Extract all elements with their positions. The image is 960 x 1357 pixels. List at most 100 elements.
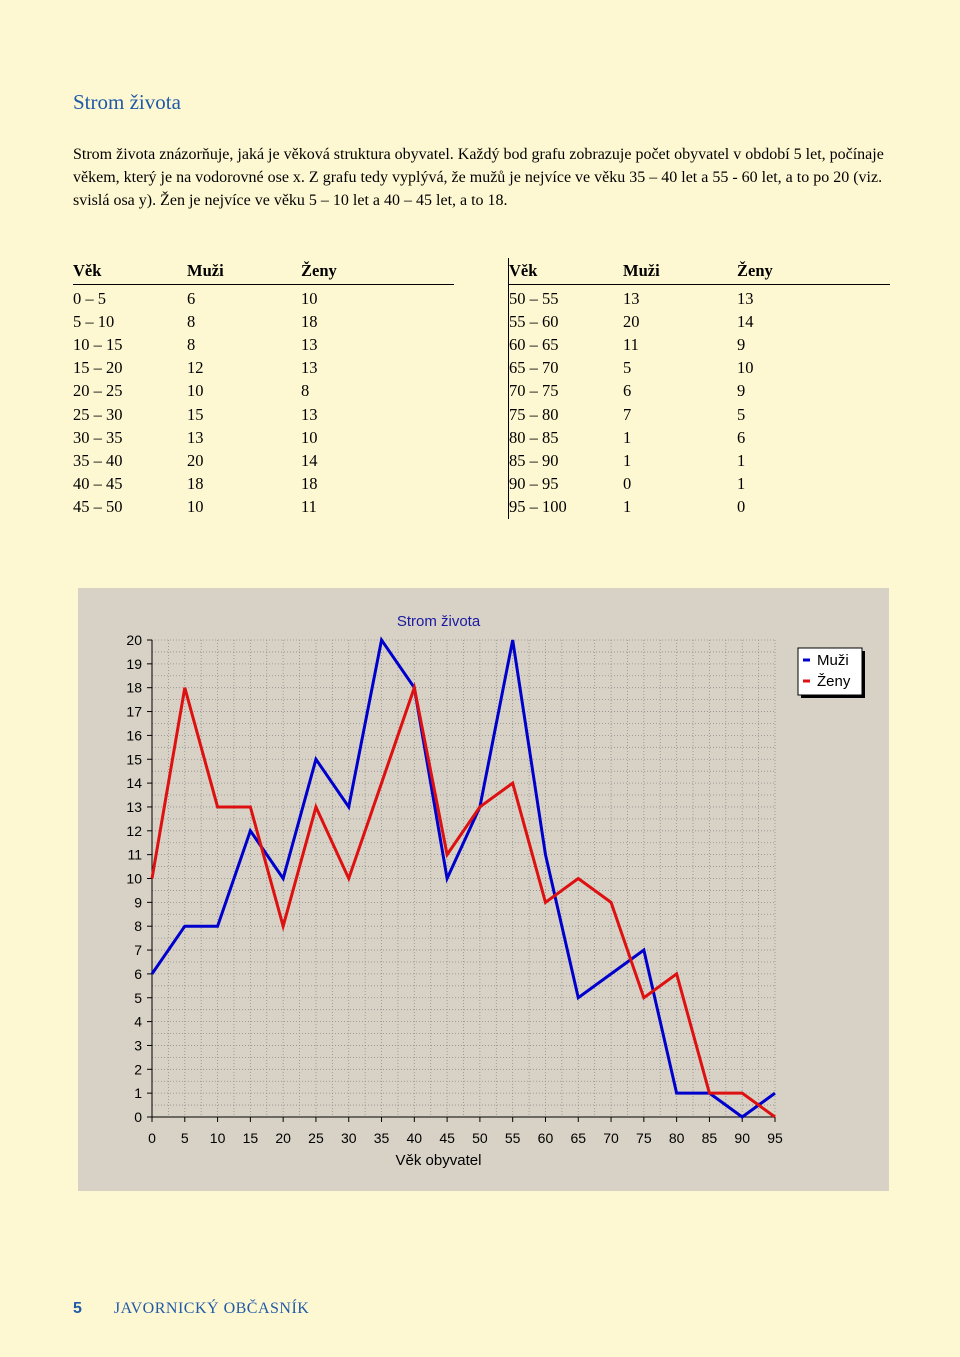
x-tick-label: 20 — [275, 1130, 291, 1146]
y-tick-label: 18 — [126, 680, 142, 696]
x-tick-label: 60 — [538, 1130, 554, 1146]
x-tick-label: 90 — [734, 1130, 750, 1146]
chart-container: 0 1 2 3 4 5 6 7 8 9 10 11 12 13 14 15 16 17 18 19 20 0 5 10 15 20… — [78, 588, 889, 1191]
cell-men: 13 — [623, 288, 640, 308]
cell-women: 13 — [301, 404, 318, 424]
table-row: 45 – 50 10 11 — [73, 496, 454, 519]
table-row: 65 – 70 5 10 — [509, 357, 890, 380]
table-row: 10 – 15 8 13 — [73, 333, 454, 356]
x-tick-label: 75 — [636, 1130, 652, 1146]
table-row: 90 – 95 0 1 — [509, 473, 890, 496]
legend-entry: Muži — [817, 652, 849, 669]
y-tick-label: 17 — [126, 704, 142, 720]
intro-paragraph: Strom života znázorňuje, jaká je věková … — [73, 146, 884, 209]
cell-women: 13 — [301, 334, 318, 354]
header-men: Muži — [623, 261, 660, 280]
cell-men: 6 — [187, 288, 196, 308]
cell-age: 60 – 65 — [509, 334, 559, 354]
cell-men: 12 — [187, 358, 204, 378]
series-line-women — [150, 681, 776, 1119]
cell-men: 20 — [187, 450, 204, 470]
cell-age: 75 – 80 — [509, 404, 559, 424]
page-title: Strom života — [73, 90, 181, 114]
cell-men: 15 — [187, 404, 204, 424]
cell-age: 40 – 45 — [73, 474, 123, 494]
cell-women: 1 — [737, 450, 746, 470]
y-tick-label: 16 — [126, 727, 142, 743]
cell-women: 11 — [301, 497, 317, 517]
y-tick-label: 13 — [126, 799, 142, 815]
y-tick-label: 11 — [127, 847, 142, 863]
cell-men: 8 — [187, 311, 196, 331]
x-tick-label: 30 — [341, 1130, 357, 1146]
table-row: 5 – 10 8 18 — [73, 310, 454, 333]
header-women: Ženy — [737, 261, 773, 280]
header-age: Věk — [509, 261, 538, 280]
y-tick-label: 0 — [134, 1109, 142, 1125]
y-tick-label: 10 — [126, 871, 142, 887]
cell-women: 6 — [737, 427, 746, 447]
cell-men: 10 — [187, 497, 204, 517]
table-row: 70 – 75 6 9 — [509, 380, 890, 403]
table-row: 20 – 25 10 8 — [73, 380, 454, 403]
x-tick-label: 55 — [505, 1130, 521, 1146]
cell-men: 6 — [623, 381, 632, 401]
series-line-men — [150, 636, 776, 1119]
table-header: Věk Muži Ženy — [509, 258, 890, 285]
legend-box — [797, 647, 863, 696]
x-tick-label: 0 — [148, 1130, 156, 1146]
table-row: 75 – 80 7 5 — [509, 403, 890, 426]
y-tick-label: 9 — [134, 894, 142, 910]
cell-women: 13 — [301, 358, 318, 378]
header-age: Věk — [73, 261, 102, 280]
table-row: 60 – 65 11 9 — [509, 333, 890, 356]
y-tick-label: 2 — [134, 1061, 142, 1077]
x-tick-label: 95 — [767, 1130, 783, 1146]
x-tick-label: 85 — [702, 1130, 718, 1146]
cell-age: 80 – 85 — [509, 427, 559, 447]
cell-age: 20 – 25 — [73, 381, 123, 401]
cell-women: 18 — [301, 311, 318, 331]
cell-women: 1 — [737, 474, 746, 494]
table-row: 40 – 45 18 18 — [73, 473, 454, 496]
x-tick-label: 10 — [210, 1130, 226, 1146]
x-tick-label: 40 — [407, 1130, 423, 1146]
cell-men: 18 — [187, 474, 204, 494]
x-tick-label: 25 — [308, 1130, 324, 1146]
cell-women: 10 — [301, 427, 318, 447]
x-tick-label: 50 — [472, 1130, 488, 1146]
cell-age: 90 – 95 — [509, 474, 559, 494]
y-tick-label: 1 — [134, 1085, 142, 1101]
cell-women: 14 — [301, 450, 318, 470]
cell-men: 10 — [187, 381, 204, 401]
x-axis-label: Věk obyvatel — [396, 1152, 482, 1169]
table-row: 30 – 35 13 10 — [73, 426, 454, 449]
cell-women: 10 — [301, 288, 318, 308]
cell-men: 1 — [623, 427, 632, 447]
x-tick-label: 5 — [181, 1130, 189, 1146]
footer: 5 JAVORNICKÝ OBČASNÍK — [73, 1300, 309, 1318]
cell-women: 18 — [301, 474, 318, 494]
cell-age: 50 – 55 — [509, 288, 559, 308]
table-body-right: 50 – 55 13 13 55 – 60 20 14 60 – 65 11 9 65 – 70 5… — [509, 285, 890, 519]
y-tick-label: 6 — [134, 966, 142, 982]
table-row: 80 – 85 1 6 — [509, 426, 890, 449]
header-men: Muži — [187, 261, 224, 280]
x-tick-label: 35 — [374, 1130, 390, 1146]
legend-entry: Ženy — [817, 673, 851, 690]
cell-women: 9 — [737, 381, 746, 401]
table-row: 50 – 55 13 13 — [509, 287, 890, 310]
y-tick-label: 4 — [134, 1014, 142, 1030]
table-row: 15 – 20 12 13 — [73, 357, 454, 380]
cell-age: 30 – 35 — [73, 427, 123, 447]
y-tick-label: 14 — [126, 775, 142, 791]
cell-men: 8 — [187, 334, 196, 354]
cell-women: 9 — [737, 334, 746, 354]
x-tick-label: 65 — [570, 1130, 586, 1146]
cell-age: 95 – 100 — [509, 497, 567, 517]
y-tick-label: 7 — [134, 942, 142, 958]
cell-women: 13 — [737, 288, 754, 308]
table-row: 95 – 100 1 0 — [509, 496, 890, 519]
cell-age: 10 – 15 — [73, 334, 123, 354]
